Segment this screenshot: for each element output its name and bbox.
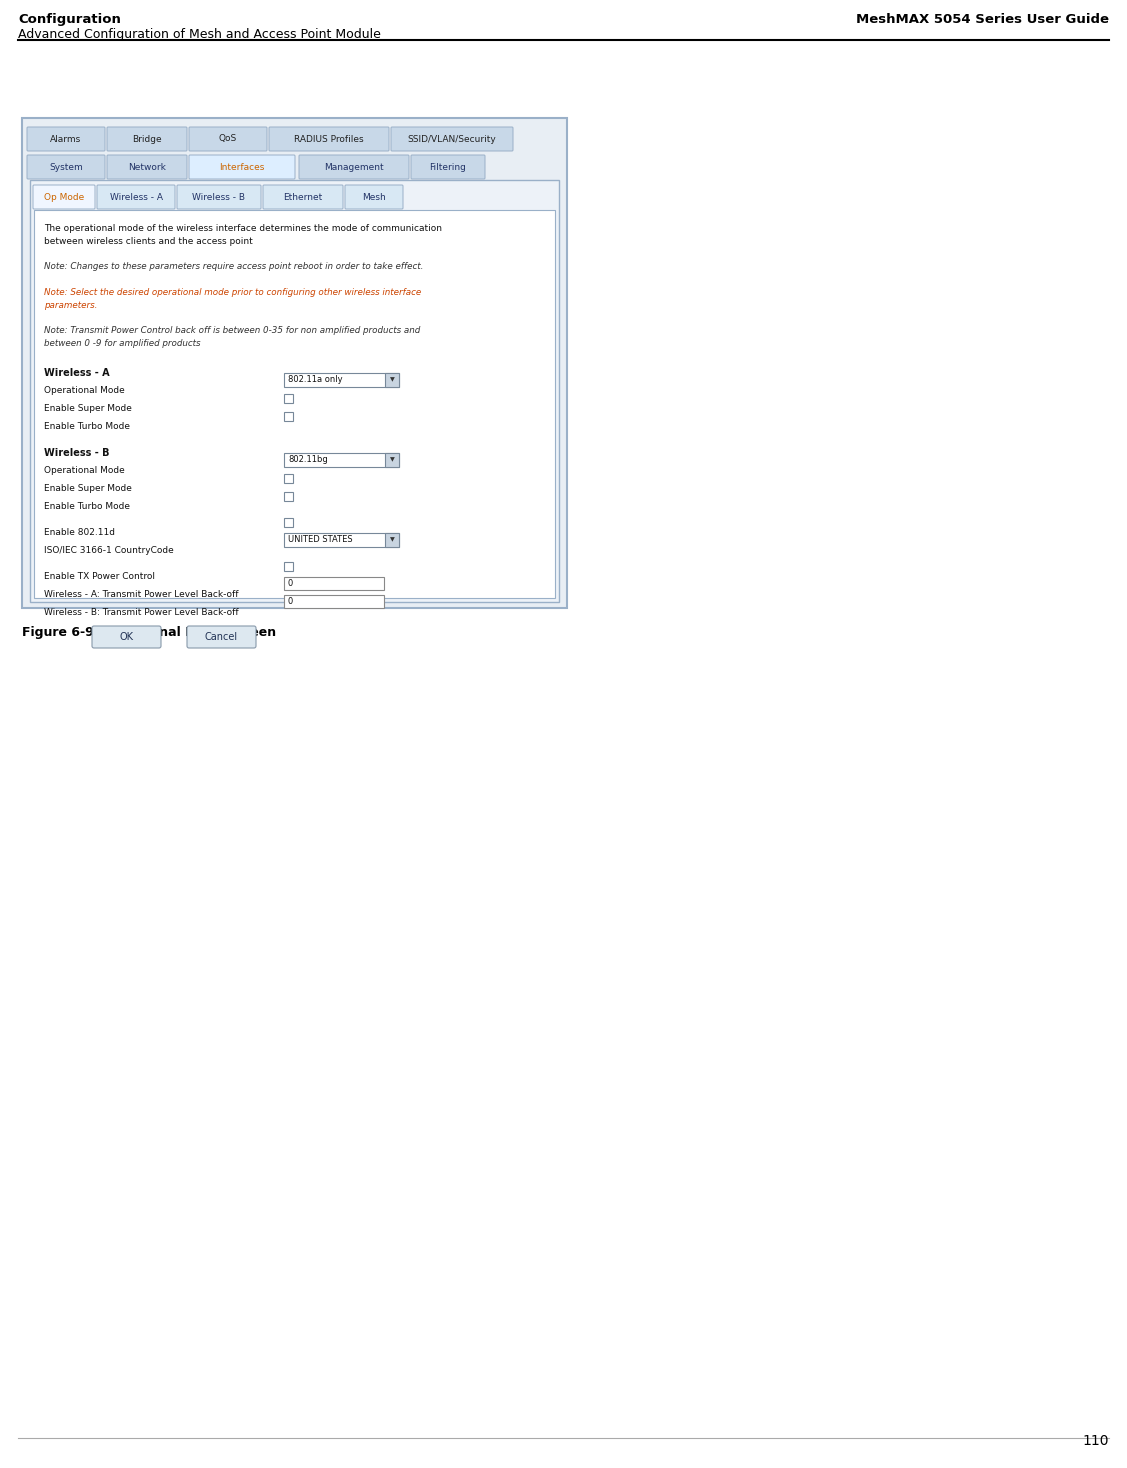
- Text: Note: Select the desired operational mode prior to configuring other wireless in: Note: Select the desired operational mod…: [44, 288, 421, 310]
- Text: Management: Management: [325, 163, 384, 172]
- Text: Wireless - B: Wireless - B: [193, 192, 246, 201]
- Text: 802.11bg: 802.11bg: [289, 455, 328, 464]
- Bar: [284, 562, 293, 571]
- Text: System: System: [50, 163, 83, 172]
- FancyBboxPatch shape: [33, 185, 95, 208]
- FancyBboxPatch shape: [269, 128, 389, 151]
- Text: Note: Transmit Power Control back off is between 0-35 for non amplified products: Note: Transmit Power Control back off is…: [44, 326, 420, 348]
- Text: Mesh: Mesh: [362, 192, 385, 201]
- Bar: [385, 373, 399, 388]
- Text: The operational mode of the wireless interface determines the mode of communicat: The operational mode of the wireless int…: [44, 225, 442, 245]
- FancyBboxPatch shape: [92, 625, 161, 647]
- Bar: [284, 492, 293, 501]
- Text: Advanced Configuration of Mesh and Access Point Module: Advanced Configuration of Mesh and Acces…: [18, 28, 381, 41]
- FancyBboxPatch shape: [187, 625, 256, 647]
- Text: 110: 110: [1083, 1434, 1109, 1447]
- Bar: [385, 454, 399, 467]
- Text: Enable Turbo Mode: Enable Turbo Mode: [44, 421, 130, 432]
- Bar: [385, 533, 399, 548]
- Text: Op Mode: Op Mode: [44, 192, 85, 201]
- Bar: [23, 117, 567, 608]
- Text: Wireless - A: Wireless - A: [109, 192, 162, 201]
- Text: QoS: QoS: [219, 135, 237, 144]
- Text: Wireless - A: Wireless - A: [44, 368, 109, 377]
- FancyBboxPatch shape: [263, 185, 343, 208]
- Text: Network: Network: [128, 163, 166, 172]
- Bar: [284, 413, 293, 421]
- Text: UNITED STATES: UNITED STATES: [289, 536, 353, 545]
- Bar: [284, 393, 293, 404]
- Text: Note: Changes to these parameters require access point reboot in order to take e: Note: Changes to these parameters requir…: [44, 261, 424, 272]
- Bar: [284, 595, 384, 608]
- Text: Bridge: Bridge: [132, 135, 162, 144]
- Bar: [30, 181, 559, 602]
- Text: Enable Super Mode: Enable Super Mode: [44, 404, 132, 413]
- Text: Interfaces: Interfaces: [220, 163, 265, 172]
- FancyBboxPatch shape: [107, 128, 187, 151]
- Text: Wireless - B: Wireless - B: [44, 448, 109, 458]
- Text: Enable TX Power Control: Enable TX Power Control: [44, 573, 156, 581]
- FancyBboxPatch shape: [27, 156, 105, 179]
- Text: ISO/IEC 3166-1 CountryCode: ISO/IEC 3166-1 CountryCode: [44, 546, 174, 555]
- Bar: [284, 518, 293, 527]
- Text: Filtering: Filtering: [429, 163, 467, 172]
- Bar: [284, 577, 384, 590]
- Text: 0: 0: [287, 580, 292, 589]
- FancyBboxPatch shape: [345, 185, 403, 208]
- Text: Enable Turbo Mode: Enable Turbo Mode: [44, 502, 130, 511]
- Text: Ethernet: Ethernet: [283, 192, 322, 201]
- Bar: [284, 474, 293, 483]
- Text: ▼: ▼: [390, 537, 394, 543]
- Bar: [34, 210, 554, 597]
- Text: Alarms: Alarms: [51, 135, 81, 144]
- FancyBboxPatch shape: [27, 128, 105, 151]
- FancyBboxPatch shape: [189, 128, 267, 151]
- FancyBboxPatch shape: [107, 156, 187, 179]
- Text: Wireless - A: Transmit Power Level Back-off: Wireless - A: Transmit Power Level Back-…: [44, 590, 239, 599]
- Text: Operational Mode: Operational Mode: [44, 465, 125, 476]
- Bar: [284, 373, 399, 388]
- Bar: [284, 533, 399, 548]
- Text: ▼: ▼: [390, 458, 394, 462]
- FancyBboxPatch shape: [97, 185, 175, 208]
- FancyBboxPatch shape: [177, 185, 261, 208]
- Text: Enable 802.11d: Enable 802.11d: [44, 528, 115, 537]
- Text: Figure 6-9 Operational Mode Screen: Figure 6-9 Operational Mode Screen: [23, 625, 276, 639]
- Text: RADIUS Profiles: RADIUS Profiles: [294, 135, 364, 144]
- FancyBboxPatch shape: [391, 128, 513, 151]
- Text: 0: 0: [287, 597, 292, 606]
- Text: Operational Mode: Operational Mode: [44, 386, 125, 395]
- Text: Enable Super Mode: Enable Super Mode: [44, 484, 132, 493]
- Text: Wireless - B: Transmit Power Level Back-off: Wireless - B: Transmit Power Level Back-…: [44, 608, 239, 617]
- Text: MeshMAX 5054 Series User Guide: MeshMAX 5054 Series User Guide: [857, 13, 1109, 26]
- Text: SSID/VLAN/Security: SSID/VLAN/Security: [408, 135, 496, 144]
- Text: 802.11a only: 802.11a only: [289, 376, 343, 385]
- Bar: [284, 454, 399, 467]
- Text: Cancel: Cancel: [204, 633, 238, 642]
- FancyBboxPatch shape: [411, 156, 485, 179]
- FancyBboxPatch shape: [189, 156, 295, 179]
- Text: Configuration: Configuration: [18, 13, 121, 26]
- Text: OK: OK: [119, 633, 133, 642]
- Text: ▼: ▼: [390, 377, 394, 383]
- FancyBboxPatch shape: [299, 156, 409, 179]
